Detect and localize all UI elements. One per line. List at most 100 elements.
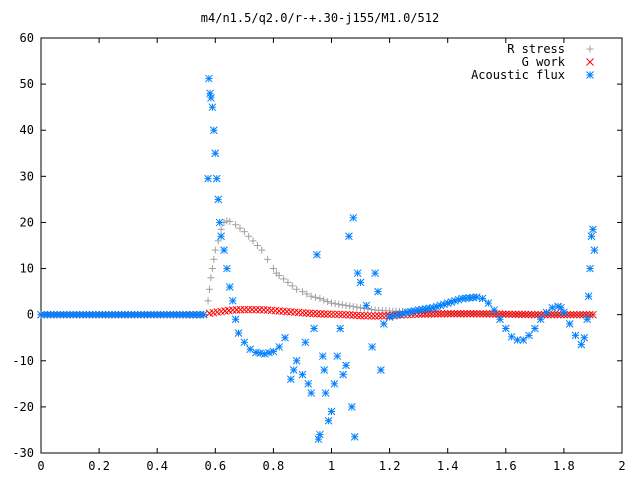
data-point [286,308,295,316]
data-point [212,174,221,183]
series-r-stress [37,217,597,319]
data-point [313,309,321,318]
data-point [548,303,557,312]
legend-label: Acoustic flux [471,68,565,82]
data-point [206,89,214,98]
data-point [577,340,586,349]
data-point [284,278,292,286]
data-point [347,403,356,411]
data-point [303,290,311,298]
data-point [353,303,361,311]
data-point [584,292,593,301]
x-tick-label: 0.2 [88,459,110,473]
x-tick-label: 1.8 [553,459,575,473]
data-point [450,309,459,318]
data-point [331,310,339,319]
data-point [220,246,228,254]
legend-label: R stress [507,42,565,56]
data-point [363,311,372,320]
data-point [328,299,335,307]
data-point [310,324,318,333]
data-point [456,309,465,318]
data-point [550,310,559,319]
data-point [530,324,539,333]
data-point [320,296,328,304]
x-tick-label: 0 [37,459,44,473]
data-point [225,283,234,291]
data-point [305,309,314,318]
data-point [518,310,526,319]
data-point [318,352,327,361]
data-point [324,416,333,425]
data-point [565,320,574,328]
x-tick-label: 2 [618,459,625,473]
data-point [560,308,568,317]
legend-label: G work [522,55,566,69]
y-tick-label: -10 [12,354,34,368]
data-point [349,311,358,319]
data-point [321,389,330,397]
data-point [371,312,379,320]
data-point [260,350,269,358]
data-point [290,308,299,317]
data-point [443,309,452,318]
data-point [217,225,225,233]
data-point [374,312,383,320]
data-point [513,336,522,344]
data-point [440,309,449,318]
data-point [394,310,403,319]
data-point [407,307,415,316]
data-point [320,366,329,374]
data-point [312,293,320,301]
data-point [463,309,471,318]
data-point [298,308,307,317]
x-tick-label: 1.2 [379,459,401,473]
x-tick-label: 1 [328,459,335,473]
data-point [367,305,375,313]
data-point [236,305,245,314]
data-point [288,282,296,290]
data-point [586,264,594,273]
data-point [511,310,520,319]
data-point [240,228,248,236]
data-point [279,307,287,316]
data-point [255,305,264,314]
data-point [385,313,394,321]
data-point [258,246,266,254]
y-tick-label: 30 [20,169,34,183]
x-tick-label: 1.6 [495,459,517,473]
data-point [249,237,257,245]
data-point [342,361,350,370]
data-point [301,338,310,347]
data-point [572,310,581,319]
data-point [275,343,284,351]
data-point [234,329,243,337]
data-point [210,255,218,263]
data-point [316,310,325,318]
y-tick-label: 0 [27,308,34,322]
data-point [327,407,336,416]
data-point [199,310,208,319]
data-point [259,306,268,314]
data-point [316,430,324,439]
data-point [490,306,499,314]
data-point [298,370,307,379]
data-point [281,333,289,342]
data-point [527,310,536,319]
x-tick-label: 1.4 [437,459,459,473]
data-point [267,306,276,315]
y-tick-label: 60 [20,31,34,45]
data-point [314,435,323,444]
data-point [519,336,528,344]
data-point [211,149,220,158]
data-point [356,278,365,287]
data-point [207,274,215,282]
data-point [271,306,280,315]
data-point [501,310,510,319]
data-point [205,74,213,83]
data-point [479,309,488,318]
data-point [231,315,240,324]
data-point [307,292,315,300]
data-point [240,305,249,314]
